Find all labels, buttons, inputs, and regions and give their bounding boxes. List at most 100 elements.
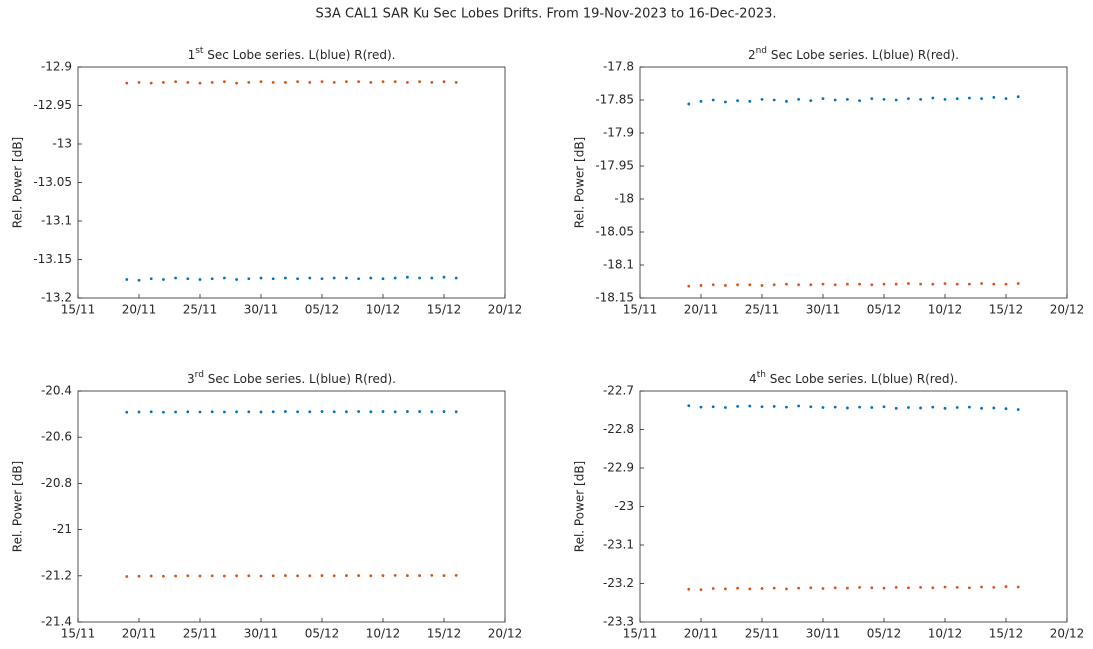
data-point <box>357 574 360 577</box>
y-tick-label: -13.2 <box>41 291 72 305</box>
data-point <box>699 405 703 409</box>
data-point <box>198 574 202 578</box>
y-tick-label: -18 <box>614 192 634 206</box>
x-tick-label: 05/12 <box>305 303 340 317</box>
data-point <box>772 405 776 408</box>
data-point <box>442 410 446 413</box>
data-point <box>724 100 727 104</box>
data-point <box>186 574 190 578</box>
data-point <box>210 277 214 281</box>
x-tick-label: 20/11 <box>122 627 157 641</box>
data-point <box>296 277 299 281</box>
x-tick-label: 15/11 <box>623 303 658 317</box>
data-point <box>210 410 214 414</box>
data-point <box>894 98 898 102</box>
x-tick-label: 30/11 <box>244 627 279 641</box>
data-point <box>284 574 287 577</box>
data-point <box>357 80 360 84</box>
data-point <box>418 276 421 280</box>
data-point <box>894 406 898 410</box>
data-point <box>345 410 348 414</box>
x-tick-label: 15/12 <box>427 303 462 317</box>
data-point <box>320 80 324 84</box>
data-point <box>332 276 336 280</box>
data-point <box>369 81 373 84</box>
x-tick-label: 10/12 <box>366 303 401 317</box>
data-point <box>809 99 813 103</box>
data-point <box>320 410 324 413</box>
data-point <box>418 80 421 84</box>
y-tick-label: -23.2 <box>603 576 634 590</box>
data-point <box>223 276 226 280</box>
data-point <box>186 410 190 414</box>
data-point <box>858 99 861 103</box>
x-tick-label: 20/12 <box>488 303 523 317</box>
x-tick-label: 10/12 <box>366 627 401 641</box>
title-number: 4 <box>749 372 757 386</box>
data-point <box>393 80 397 84</box>
subplot-title: 4th Sec Lobe series. L(blue) R(red). <box>749 370 958 386</box>
data-point <box>369 574 373 578</box>
title-rest: Sec Lobe series. L(blue) R(red). <box>204 372 396 386</box>
data-point <box>223 574 226 578</box>
data-point <box>454 81 458 84</box>
y-tick-label: -21.2 <box>41 568 72 582</box>
data-point <box>846 406 849 410</box>
data-point <box>931 96 935 100</box>
data-point <box>454 410 458 414</box>
x-tick-label: 15/12 <box>989 303 1024 317</box>
y-tick-label: -23 <box>614 499 634 513</box>
data-point <box>247 574 251 578</box>
data-point <box>980 585 983 589</box>
data-point <box>821 97 825 101</box>
data-point <box>907 97 910 101</box>
data-point <box>235 574 239 578</box>
data-point <box>162 410 165 414</box>
y-tick-label: -21 <box>52 522 72 536</box>
data-point <box>332 574 336 578</box>
data-point <box>186 277 190 281</box>
data-point <box>968 586 971 590</box>
y-tick-label: -18.05 <box>595 225 634 239</box>
data-point <box>1016 95 1020 99</box>
x-tick-label: 05/12 <box>867 303 902 317</box>
y-tick-label: -17.8 <box>603 60 634 74</box>
data-point <box>797 586 800 590</box>
data-point <box>284 276 287 280</box>
data-point <box>125 410 129 414</box>
data-point <box>308 410 312 414</box>
data-point <box>259 410 263 414</box>
data-point <box>284 81 287 84</box>
data-point <box>833 283 837 287</box>
x-tick-label: 20/12 <box>1050 303 1085 317</box>
x-tick-label: 20/12 <box>488 627 523 641</box>
data-point <box>992 406 996 410</box>
data-point <box>870 97 874 101</box>
data-point <box>882 282 886 286</box>
axes-box <box>639 66 1068 299</box>
data-point <box>357 410 360 413</box>
x-tick-label: 10/12 <box>928 303 963 317</box>
data-point <box>235 410 239 414</box>
x-tick-label: 15/11 <box>61 303 96 317</box>
data-point <box>430 410 434 414</box>
data-point <box>271 277 275 281</box>
data-point <box>760 405 764 409</box>
data-point <box>785 282 788 286</box>
x-tick-label: 05/12 <box>305 627 340 641</box>
y-tick-label: -17.85 <box>595 93 634 107</box>
data-point <box>968 96 971 100</box>
data-point <box>992 585 996 589</box>
data-point <box>442 275 446 279</box>
data-point <box>149 81 153 85</box>
data-point <box>711 98 715 102</box>
data-point <box>687 587 691 591</box>
data-point <box>736 405 739 408</box>
data-point <box>345 80 348 84</box>
subplot-title: 2nd Sec Lobe series. L(blue) R(red). <box>748 46 959 62</box>
data-point <box>785 99 788 103</box>
data-point <box>223 410 226 414</box>
data-point <box>748 283 752 287</box>
subplot-title: 1st Sec Lobe series. L(blue) R(red). <box>188 46 396 62</box>
data-point <box>210 574 214 578</box>
